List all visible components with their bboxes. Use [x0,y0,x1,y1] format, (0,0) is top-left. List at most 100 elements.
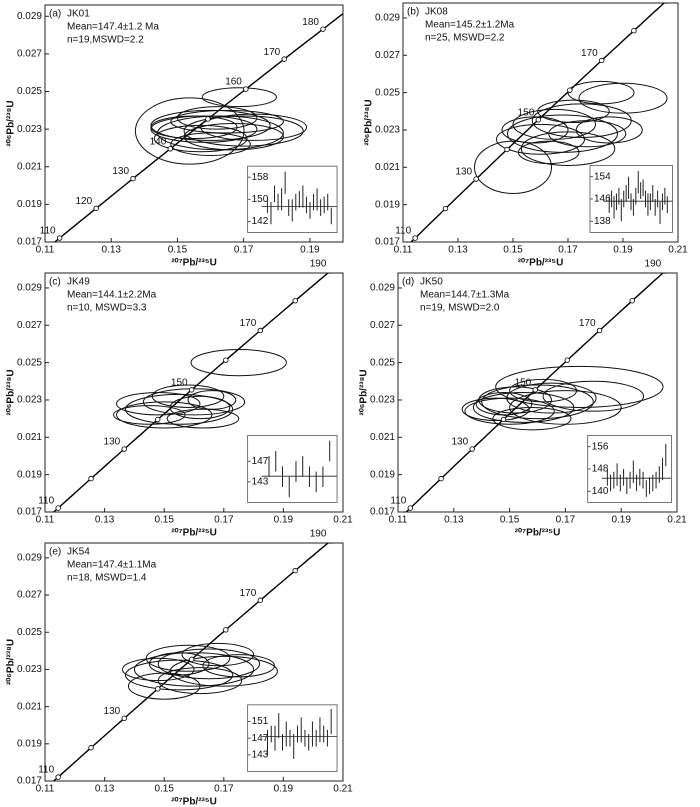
error-ellipse [148,652,210,676]
error-ellipse [170,109,284,134]
x-axis-label: ²⁰⁷Pb/²³⁵U [171,528,217,539]
x-tick-label: 0.19 [274,515,294,526]
age-marker [378,535,383,540]
error-ellipse [157,648,261,680]
y-tick-label: 0.017 [17,507,42,518]
y-tick-label: 0.025 [370,357,395,368]
age-marker [93,205,99,212]
age-marker [412,235,418,241]
age-marker [535,117,541,123]
inset-frame [247,704,338,772]
y-tick-label: 0.029 [370,283,395,294]
error-ellipse [481,384,594,420]
y-tick-label: 0.027 [17,49,42,60]
x-tick-label: 0.13 [444,515,464,526]
x-tick-label: 0.15 [154,515,174,526]
error-ellipse [518,140,580,165]
age-marker [599,57,605,64]
age-marker [88,745,94,751]
sample-name: JK01 [67,9,90,20]
error-ellipse [170,132,251,156]
plot-frame [397,272,678,513]
panel: 0.11 0.13 0.15 0.17 0.19 0.21 0.017 0.019 0.021 0… [364,2,688,269]
age-label: 110 [390,496,406,507]
age-label: 180 [302,17,319,28]
y-tick-label: 0.023 [17,664,42,675]
x-tick-label: 0.11 [394,245,413,256]
mean-age: Mean=147.4±1.2 Ma [67,22,159,33]
age-label: 110 [38,496,54,507]
mean-age: Mean=144.7±1.3Ma [420,290,510,301]
error-ellipse [113,405,186,425]
age-marker [121,446,127,452]
sample-name: JK08 [425,7,448,18]
y-axis-label: ²⁰⁶Pb/²³⁸U [6,369,17,415]
inset-tick-label: 151 [252,716,269,727]
age-marker [596,327,603,334]
age-marker [121,715,127,722]
error-ellipse [492,406,572,431]
age-marker [167,146,173,152]
x-tick-label: 0.17 [234,245,254,256]
age-label: 170 [264,47,281,58]
age-marker [281,56,287,62]
x-tick-label: 0.13 [448,245,468,256]
age-marker [564,357,570,363]
error-ellipse [181,642,255,667]
error-ellipse [200,113,308,141]
stats: n=10, MSWD=3.3 [67,303,147,314]
y-tick-label: 0.019 [17,199,42,210]
age-marker [438,475,444,482]
error-ellipse [183,115,304,147]
age-marker [257,327,264,334]
y-axis-label: ²⁰⁶Pb/²³⁸U [6,100,17,146]
age-marker [188,387,195,393]
age-label: 170 [579,318,596,329]
concordia-group [52,543,333,781]
error-ellipse [495,365,664,408]
y-tick-label: 0.021 [370,432,395,443]
error-ellipse [134,97,245,165]
age-marker [473,176,479,182]
x-tick-label: 0.21 [667,515,687,526]
y-tick-label: 0.019 [17,738,42,749]
error-ellipse [506,382,597,414]
y-tick-label: 0.017 [370,507,395,518]
error-ellipse [187,390,237,410]
error-ellipse [501,116,569,144]
age-marker [663,273,667,274]
y-tick-label: 0.027 [370,320,395,331]
error-ellipse [133,652,255,687]
age-marker [223,627,229,633]
error-ellipse [475,392,533,416]
stats: n=25, MSWD=2.2 [425,33,505,44]
age-marker [55,505,61,511]
y-tick-label: 0.017 [17,776,42,787]
error-ellipse [151,384,225,408]
age-label: 170 [581,48,598,59]
age-marker [696,239,700,244]
age-marker [328,543,333,544]
mean-age: Mean=145.2±1.2Ma [425,20,515,31]
age-label: 160 [225,77,242,88]
age-marker [292,567,298,574]
x-tick-label: 0.11 [36,245,55,256]
age-label: 110 [395,226,411,237]
inset-tick-label: 140 [592,486,609,497]
age-marker [130,175,136,182]
x-tick-label: 0.19 [274,784,294,795]
x-tick-label: 0.17 [214,784,234,795]
y-tick-label: 0.023 [370,395,395,406]
y-axis-label: ²⁰⁶Pb/²³⁸U [364,99,375,145]
age-marker [188,656,195,663]
age-marker [155,686,161,692]
error-ellipse [578,82,668,114]
x-tick-label: 0.15 [500,515,520,526]
age-label: 170 [240,588,257,599]
x-tick-label: 0.11 [36,784,55,795]
plot-frame [44,542,344,782]
inset-tick-label: 148 [592,464,609,475]
y-tick-label: 0.017 [17,237,42,248]
inset-tick-label: 147 [252,733,269,744]
